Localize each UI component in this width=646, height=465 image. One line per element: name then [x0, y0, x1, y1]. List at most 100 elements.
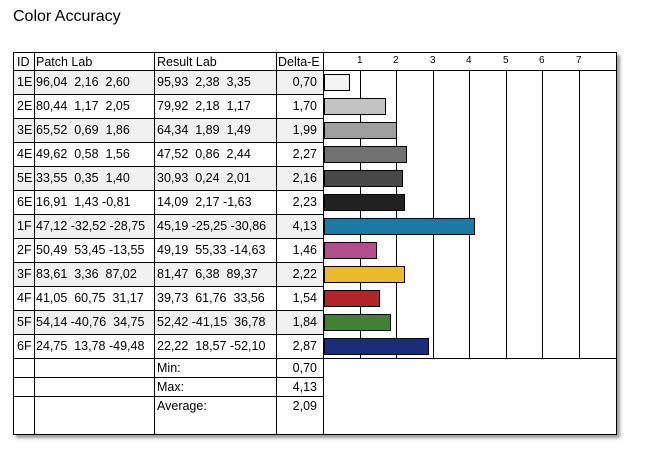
summary-label: Min:: [157, 361, 181, 375]
row-id: 3E: [17, 123, 33, 137]
delta-e-value: 2,27: [292, 147, 317, 161]
row-divider: [14, 166, 323, 167]
delta-e-value: 2,23: [292, 195, 317, 209]
patch-lab-value: 65,52 0,69 1,86: [36, 123, 130, 137]
column-divider: [154, 53, 155, 434]
column-divider: [276, 53, 277, 434]
patch-lab-value: 54,14 -40,76 34,75: [36, 315, 145, 329]
row-id: 3F: [17, 267, 32, 281]
row-shade: [14, 214, 323, 238]
grid-line: [469, 70, 470, 358]
delta-e-bar: [324, 146, 407, 163]
delta-e-value: 1,99: [292, 123, 317, 137]
row-shade: [14, 262, 323, 286]
delta-e-value: 2,16: [292, 171, 317, 185]
result-lab-value: 64,34 1,89 1,49: [157, 123, 251, 137]
grid-line: [579, 70, 580, 358]
row-divider: [14, 262, 323, 263]
result-lab-value: 14,09 2,17 -1,63: [157, 195, 252, 209]
delta-e-value: 1,54: [292, 291, 317, 305]
row-divider: [14, 358, 616, 359]
grid-line: [433, 70, 434, 358]
delta-e-bar: [324, 122, 397, 139]
row-divider: [14, 334, 323, 335]
row-divider: [14, 190, 323, 191]
row-id: 2E: [17, 99, 33, 113]
row-id: 2F: [17, 243, 32, 257]
delta-e-bar: [324, 242, 377, 259]
row-id: 4F: [17, 291, 32, 305]
patch-lab-value: 47,12 -32,52 -28,75: [36, 219, 146, 233]
row-divider: [14, 142, 323, 143]
grid-line: [396, 70, 397, 358]
summary-divider: [14, 396, 323, 397]
row-id: 4E: [17, 147, 33, 161]
row-divider: [14, 118, 323, 119]
row-shade: [14, 118, 323, 142]
column-divider: [34, 53, 35, 434]
row-divider: [14, 286, 323, 287]
summary-value: 4,13: [292, 380, 317, 394]
axis-tick-label: 3: [430, 55, 436, 66]
delta-e-bar: [324, 74, 350, 91]
delta-e-bar: [324, 290, 380, 307]
summary-value: 2,09: [292, 399, 317, 413]
delta-e-value: 2,22: [292, 267, 317, 281]
row-shade: [14, 310, 323, 334]
result-lab-value: 49,19 55,33 -14,63: [157, 243, 266, 257]
patch-lab-value: 80,44 1,17 2,05: [36, 99, 130, 113]
delta-e-value: 1,46: [292, 243, 317, 257]
row-id: 6F: [17, 339, 32, 353]
grid-line: [360, 70, 361, 358]
row-id: 1E: [17, 75, 33, 89]
delta-e-bar: [324, 266, 405, 283]
delta-e-value: 1,70: [292, 99, 317, 113]
axis-tick-label: 6: [539, 55, 545, 66]
patch-lab-value: 41,05 60,75 31,17: [36, 291, 144, 305]
header-delta-e: Delta-E: [278, 55, 320, 69]
axis-tick-label: 4: [466, 55, 472, 66]
chart-title: Color Accuracy: [13, 8, 121, 25]
result-lab-value: 30,93 0,24 2,01: [157, 171, 251, 185]
color-accuracy-table: ID Patch Lab Result Lab Delta-E 1 2 3 4 5 6 7 1…: [13, 52, 617, 435]
grid-line: [542, 70, 543, 358]
header-divider: [14, 70, 616, 71]
patch-lab-value: 49,62 0,58 1,56: [36, 147, 130, 161]
delta-e-bar: [324, 194, 405, 211]
patch-lab-value: 33,55 0,35 1,40: [36, 171, 130, 185]
row-id: 5E: [17, 171, 33, 185]
delta-e-bar: [324, 98, 386, 115]
summary-label: Average:: [157, 399, 207, 413]
delta-e-value: 4,13: [292, 219, 317, 233]
patch-lab-value: 50,49 53,45 -13,55: [36, 243, 145, 257]
delta-e-bar: [324, 170, 403, 187]
grid-line: [506, 70, 507, 358]
header-patch-lab: Patch Lab: [36, 55, 93, 69]
patch-lab-value: 24,75 13,78 -49,48: [36, 339, 145, 353]
axis-tick-label: 5: [503, 55, 509, 66]
summary-divider: [14, 377, 323, 378]
row-shade: [14, 70, 323, 94]
result-lab-value: 39,73 61,76 33,56: [157, 291, 265, 305]
row-id: 5F: [17, 315, 32, 329]
delta-e-value: 1,84: [292, 315, 317, 329]
column-divider: [323, 53, 324, 434]
delta-e-value: 0,70: [292, 75, 317, 89]
row-id: 6E: [17, 195, 33, 209]
patch-lab-value: 16,91 1,43 -0,81: [36, 195, 131, 209]
result-lab-value: 81,47 6,38 89,37: [157, 267, 258, 281]
result-lab-value: 22,22 18,57 -52,10: [157, 339, 266, 353]
row-shade: [14, 166, 323, 190]
result-lab-value: 52,42 -41,15 36,78: [157, 315, 266, 329]
header-id: ID: [17, 55, 30, 69]
axis-tick-label: 2: [393, 55, 399, 66]
delta-e-bar: [324, 314, 391, 331]
patch-lab-value: 83,61 3,36 87,02: [36, 267, 137, 281]
result-lab-value: 45,19 -25,25 -30,86: [157, 219, 267, 233]
row-id: 1F: [17, 219, 32, 233]
delta-e-bar: [324, 218, 475, 235]
result-lab-value: 79,92 2,18 1,17: [157, 99, 251, 113]
row-divider: [14, 94, 323, 95]
axis-tick-label: 1: [357, 55, 363, 66]
patch-lab-value: 96,04 2,16 2,60: [36, 75, 130, 89]
